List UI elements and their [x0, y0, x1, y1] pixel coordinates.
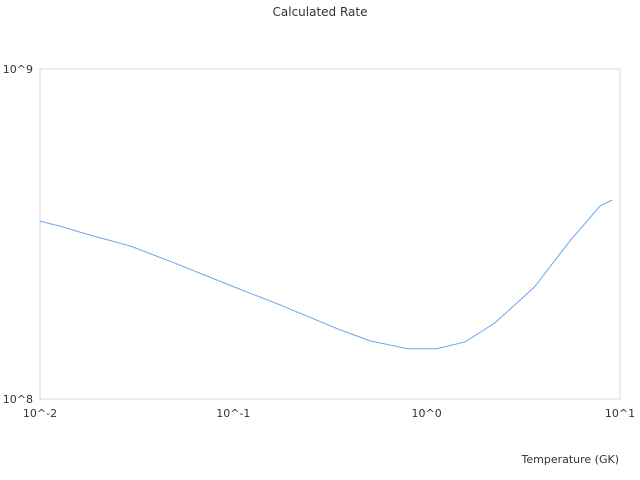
chart-title: Calculated Rate — [273, 5, 368, 19]
x-tick-label: 10^1 — [605, 407, 635, 420]
x-tick-label: 10^-1 — [216, 407, 250, 420]
series-line-0 — [39, 199, 613, 350]
y-tick-label: 10^8 — [3, 393, 33, 406]
x-axis-label: Temperature (GK) — [521, 453, 620, 466]
y-tick-label: 10^9 — [3, 63, 33, 76]
plot-area — [39, 68, 621, 400]
x-tick-label: 10^0 — [412, 407, 442, 420]
x-tick-label: 10^-2 — [23, 407, 57, 420]
